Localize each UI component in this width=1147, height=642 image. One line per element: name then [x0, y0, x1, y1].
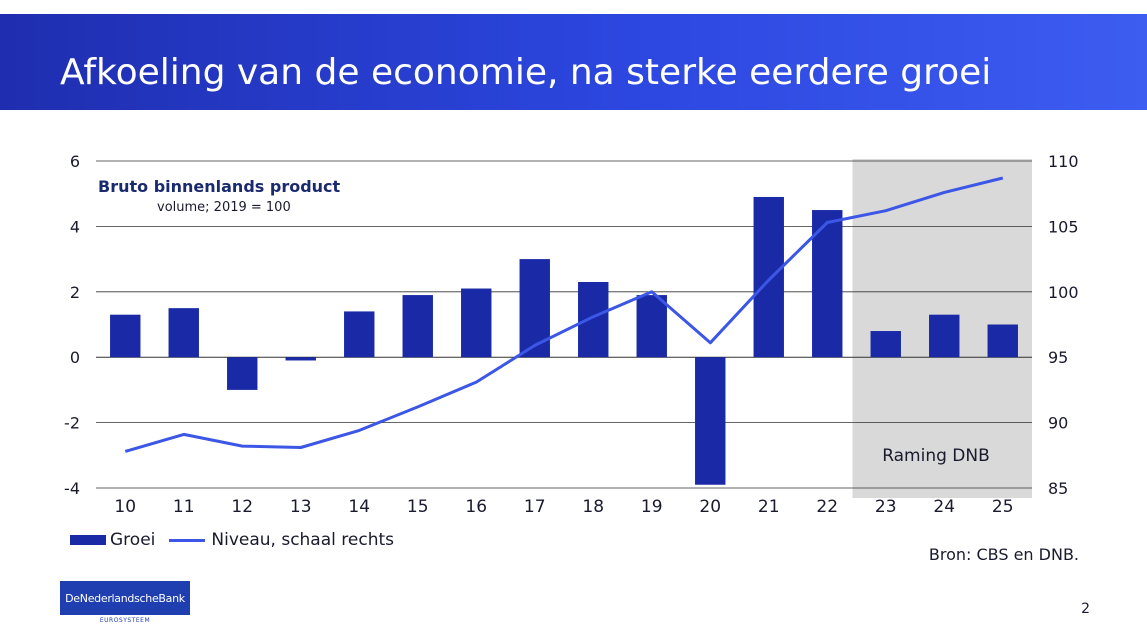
x-tick-label: 11	[173, 497, 195, 517]
y-right-tick-label: 95	[1048, 348, 1068, 367]
bar-groei	[578, 281, 609, 358]
bar-groei	[753, 196, 784, 358]
legend-line-label: Niveau, schaal rechts	[211, 530, 394, 550]
source-note: Bron: CBS en DNB.	[928, 545, 1079, 564]
title-banner: Afkoeling van de economie, na sterke eer…	[0, 14, 1147, 110]
x-tick-label: 25	[992, 497, 1014, 517]
bar-groei	[402, 295, 433, 358]
y-left-tick-label: 4	[70, 217, 80, 236]
bar-groei	[168, 308, 199, 358]
bar-groei	[870, 331, 901, 358]
y-right-tick-label: 90	[1048, 414, 1068, 433]
x-tick-label: 20	[699, 497, 721, 517]
y-left-tick-label: 2	[70, 283, 80, 302]
y-left-tick-label: -4	[64, 479, 80, 498]
chart-subtitle: volume; 2019 = 100	[157, 200, 291, 215]
x-tick-label: 19	[641, 497, 663, 517]
x-tick-label: 16	[465, 497, 487, 517]
bar-groei	[636, 295, 667, 358]
bar-groei	[987, 324, 1018, 358]
x-tick-label: 15	[407, 497, 429, 517]
x-tick-label: 24	[933, 497, 955, 517]
slide-title: Afkoeling van de economie, na sterke eer…	[60, 52, 992, 93]
y-left-tick-label: -2	[64, 414, 80, 433]
chart-title: Bruto binnenlands product	[98, 177, 341, 196]
bar-groei	[929, 314, 960, 358]
y-right-tick-label: 85	[1048, 479, 1068, 498]
chart-legend: Groei Niveau, schaal rechts	[70, 530, 394, 550]
legend-line-swatch	[169, 538, 206, 542]
x-tick-label: 21	[758, 497, 780, 517]
bar-groei	[344, 311, 375, 358]
bar-groei	[110, 314, 141, 358]
x-tick-label: 22	[816, 497, 838, 517]
y-right-tick-label: 105	[1048, 217, 1079, 236]
bar-groei	[695, 357, 726, 485]
x-tick-label: 13	[290, 497, 312, 517]
page-number: 2	[1081, 601, 1090, 617]
dnb-logo: DeNederlandscheBank EUROSYSTEEM	[60, 581, 190, 625]
bar-groei	[285, 357, 316, 361]
x-tick-label: 18	[582, 497, 604, 517]
legend-bar-label: Groei	[110, 530, 156, 550]
x-tick-label: 12	[231, 497, 253, 517]
bar-groei	[227, 357, 258, 390]
logo-subtext: EUROSYSTEEM	[99, 617, 151, 624]
forecast-label: Raming DNB	[882, 446, 990, 466]
bar-groei	[519, 259, 550, 358]
y-left-tick-label: 6	[70, 152, 80, 171]
bar-groei	[461, 288, 492, 358]
logo-wordmark: DeNederlandscheBank	[60, 581, 190, 615]
x-tick-label: 23	[875, 497, 897, 517]
x-tick-label: 14	[348, 497, 370, 517]
x-tick-label: 17	[524, 497, 546, 517]
legend-bar-swatch	[70, 535, 106, 545]
line-niveau	[124, 176, 1004, 453]
y-left-tick-label: 0	[70, 348, 80, 367]
x-tick-label: 10	[114, 497, 136, 517]
y-right-tick-label: 100	[1048, 283, 1079, 302]
y-right-tick-label: 110	[1048, 152, 1079, 171]
